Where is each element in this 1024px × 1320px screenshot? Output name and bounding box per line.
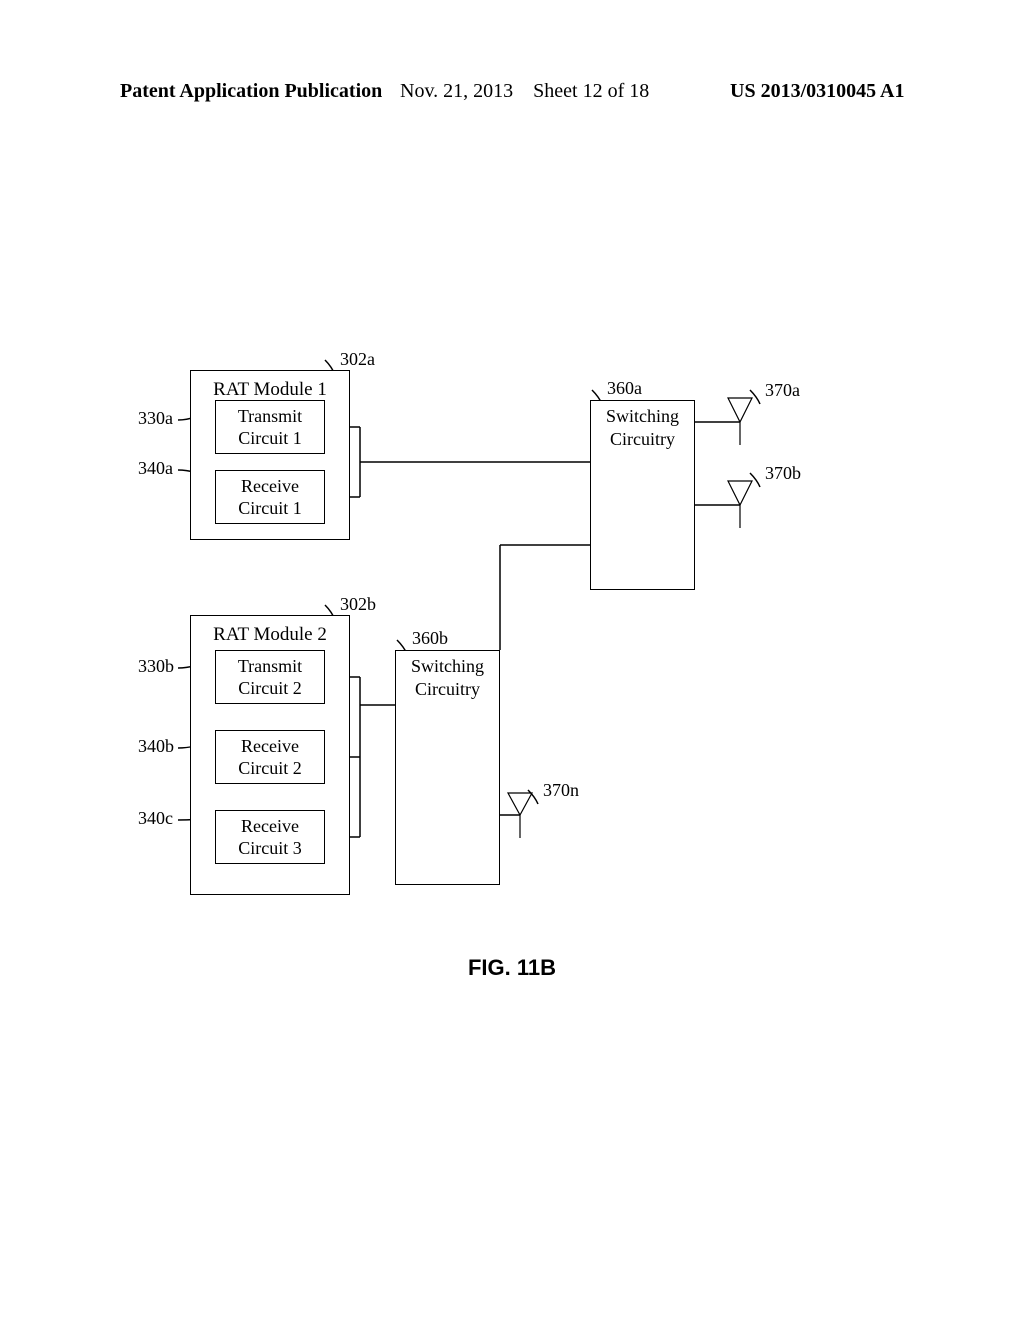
ref-302b: 302b [340,594,376,615]
ref-302a: 302a [340,349,375,370]
receive-circuit-2: Receive Circuit 2 [215,730,325,784]
receive-circuit-1: Receive Circuit 1 [215,470,325,524]
ref-340b: 340b [138,736,174,757]
ref-360a: 360a [607,378,642,399]
transmit-circuit-1: Transmit Circuit 1 [215,400,325,454]
switching-circuitry-b: Switching Circuitry [395,650,500,885]
ref-370n: 370n [543,780,579,801]
rat-module-1-title: RAT Module 1 [191,379,349,401]
ref-340a: 340a [138,458,173,479]
leader-370b [750,473,760,487]
leader-370a [750,390,760,404]
figure-caption: FIG. 11B [0,955,1024,981]
transmit-circuit-2: Transmit Circuit 2 [215,650,325,704]
switching-circuitry-a: Switching Circuitry [590,400,695,590]
ref-330a: 330a [138,408,173,429]
ref-370b: 370b [765,463,801,484]
ref-370a: 370a [765,380,800,401]
ref-330b: 330b [138,656,174,677]
rat-module-2-title: RAT Module 2 [191,624,349,646]
ref-340c: 340c [138,808,173,829]
receive-circuit-3: Receive Circuit 3 [215,810,325,864]
ref-360b: 360b [412,628,448,649]
